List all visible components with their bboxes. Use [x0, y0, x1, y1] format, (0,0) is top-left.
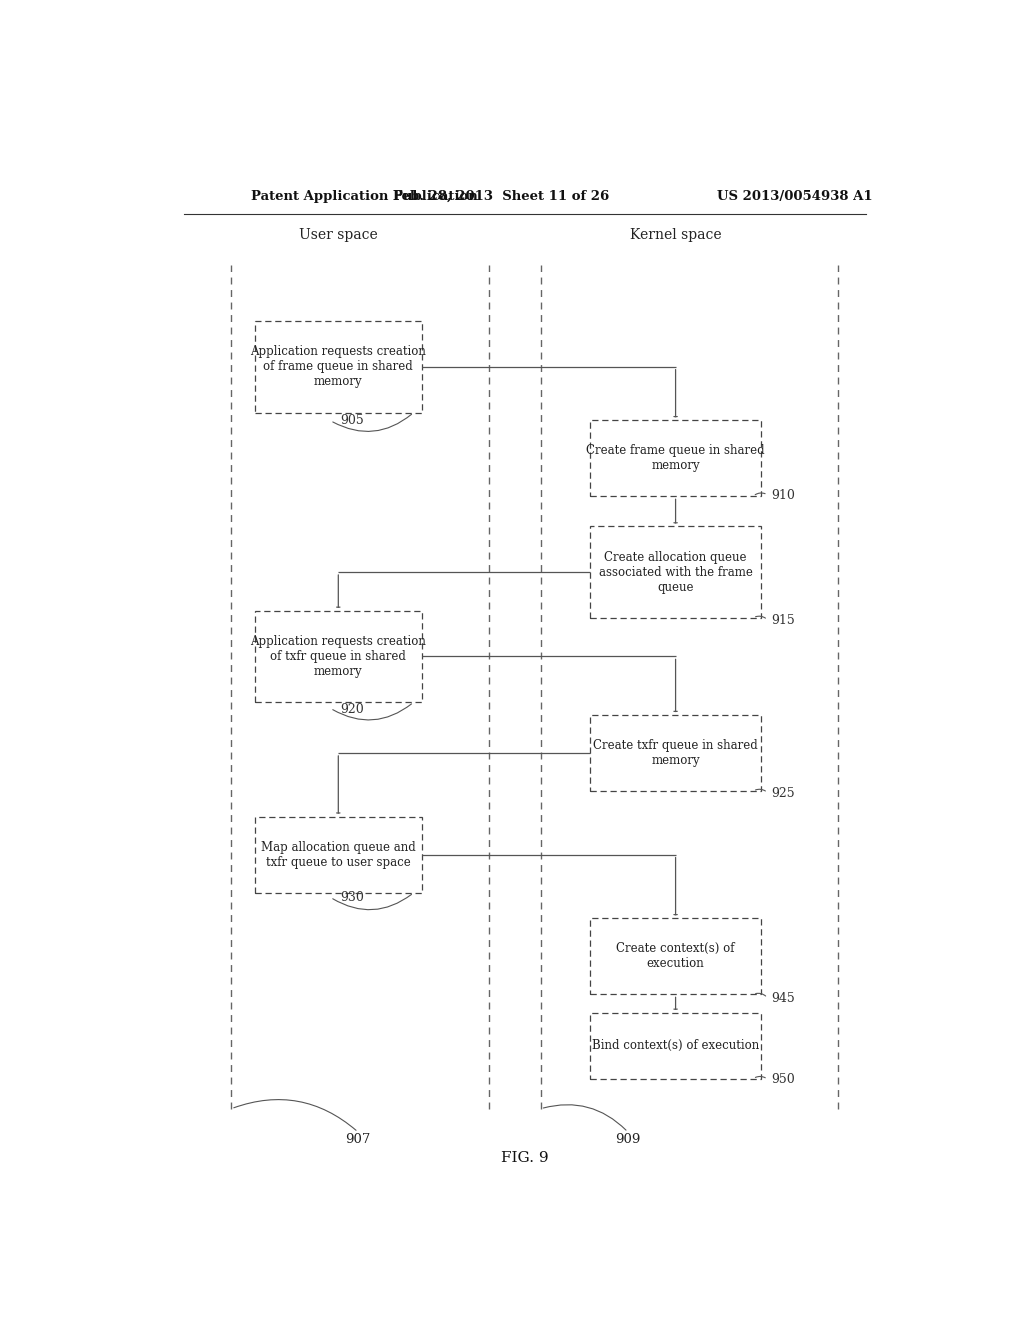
FancyBboxPatch shape [590, 715, 761, 791]
Text: Feb. 28, 2013  Sheet 11 of 26: Feb. 28, 2013 Sheet 11 of 26 [393, 190, 609, 202]
Text: Map allocation queue and
txfr queue to user space: Map allocation queue and txfr queue to u… [261, 841, 416, 869]
Text: 915: 915 [771, 614, 795, 627]
Text: User space: User space [299, 227, 378, 242]
Text: 909: 909 [615, 1133, 641, 1146]
Text: 907: 907 [345, 1133, 371, 1146]
Text: 925: 925 [771, 787, 795, 800]
Text: 920: 920 [341, 702, 365, 715]
Text: Create txfr queue in shared
memory: Create txfr queue in shared memory [593, 739, 758, 767]
FancyBboxPatch shape [255, 817, 422, 892]
FancyBboxPatch shape [590, 919, 761, 994]
Text: Create frame queue in shared
memory: Create frame queue in shared memory [587, 445, 765, 473]
Text: 910: 910 [771, 490, 795, 503]
Text: Create allocation queue
associated with the frame
queue: Create allocation queue associated with … [599, 550, 753, 594]
FancyBboxPatch shape [255, 611, 422, 702]
Text: 930: 930 [341, 891, 365, 904]
Text: US 2013/0054938 A1: US 2013/0054938 A1 [717, 190, 872, 202]
Text: 905: 905 [341, 414, 365, 428]
Text: Patent Application Publication: Patent Application Publication [251, 190, 478, 202]
FancyBboxPatch shape [590, 1012, 761, 1078]
FancyBboxPatch shape [590, 420, 761, 496]
Text: Create context(s) of
execution: Create context(s) of execution [616, 942, 735, 970]
Text: Application requests creation
of txfr queue in shared
memory: Application requests creation of txfr qu… [250, 635, 426, 678]
Text: FIG. 9: FIG. 9 [501, 1151, 549, 1164]
Text: 945: 945 [771, 993, 795, 1006]
Text: Kernel space: Kernel space [630, 227, 721, 242]
Text: 950: 950 [771, 1073, 795, 1086]
Text: Application requests creation
of frame queue in shared
memory: Application requests creation of frame q… [250, 346, 426, 388]
FancyBboxPatch shape [590, 527, 761, 618]
Text: Bind context(s) of execution: Bind context(s) of execution [592, 1039, 759, 1052]
FancyBboxPatch shape [255, 321, 422, 412]
